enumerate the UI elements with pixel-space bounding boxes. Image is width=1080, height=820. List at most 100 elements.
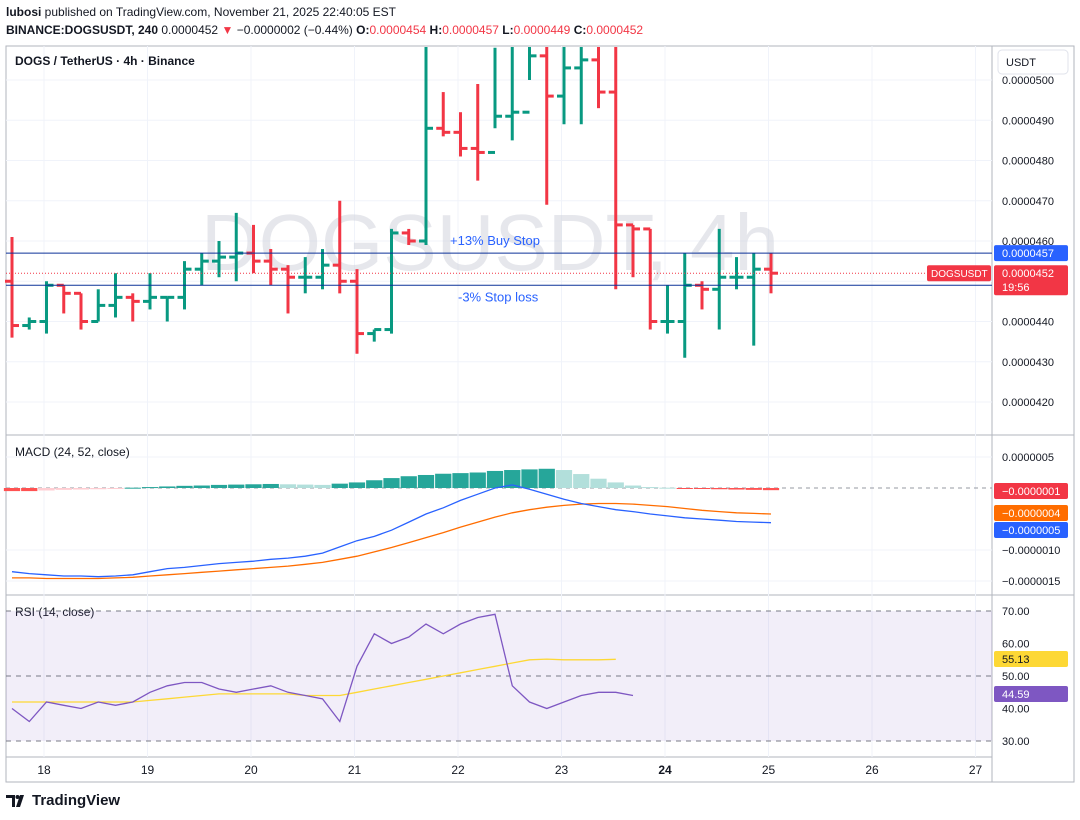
macd-histogram-bar xyxy=(38,488,55,491)
high-value: 0.0000457 xyxy=(442,23,499,37)
macd-histogram-bar xyxy=(176,485,193,488)
macd-line xyxy=(11,484,772,578)
macd-histogram-bar xyxy=(159,486,176,488)
macd-histogram-bar xyxy=(555,470,573,488)
y-tick-label: 0.0000430 xyxy=(1002,357,1054,369)
macd-histogram-tag: −0.0000001 xyxy=(1002,486,1060,498)
macd-histogram-bar xyxy=(452,473,469,488)
y-tick-label: 30.00 xyxy=(1002,736,1030,748)
macd-histogram-bar xyxy=(72,488,90,490)
high-label: H: xyxy=(429,23,443,37)
macd-histogram-bar xyxy=(90,488,107,490)
price-level-tag: 0.0000457 xyxy=(1002,248,1054,260)
y-tick-label: 50.00 xyxy=(1002,671,1030,683)
last-price-tag-bg xyxy=(994,265,1068,296)
footer-text: TradingView xyxy=(32,792,121,809)
y-tick-label: 70.00 xyxy=(1002,606,1030,618)
macd-histogram-bar xyxy=(538,468,555,488)
macd-histogram-bar xyxy=(469,472,486,488)
close-value: 0.0000452 xyxy=(586,23,644,37)
y-tick-label: 0.0000490 xyxy=(1002,115,1054,127)
price-level-text: +13% Buy Stop xyxy=(450,233,540,248)
macd-histogram-bar xyxy=(417,474,435,488)
rsi-line xyxy=(11,613,634,723)
grid-lines xyxy=(6,46,992,757)
macd-histogram-bar xyxy=(745,488,762,490)
low-label: L: xyxy=(502,23,514,37)
macd-histogram-bar xyxy=(107,488,124,489)
macd-signal-tag-bg xyxy=(994,505,1068,521)
currency-button[interactable] xyxy=(997,49,1069,75)
macd-histogram-bar xyxy=(193,485,210,488)
open-value: 0.0000454 xyxy=(369,23,427,37)
close-label: C: xyxy=(573,23,587,37)
macd-histogram-bar xyxy=(331,483,348,488)
macd-histogram-bar xyxy=(55,488,72,490)
symbol-label: BINANCE:DOGSUSDT, 240 xyxy=(6,23,159,37)
y-tick-label: 0.0000500 xyxy=(1002,75,1054,87)
rsi-ma-tag: 55.13 xyxy=(1002,654,1030,666)
y-tick-label: 0.0000470 xyxy=(1002,196,1054,208)
macd-histogram-bar xyxy=(348,482,366,488)
macd-histogram-bar xyxy=(400,476,417,488)
macd-histogram-bar xyxy=(383,478,400,488)
last-price: 0.0000452 xyxy=(161,23,219,37)
macd-histogram-bar xyxy=(590,478,607,488)
y-tick-label: 0.0000005 xyxy=(1002,452,1054,464)
rsi-ma-line xyxy=(12,658,616,703)
rsi-ma-tag-bg xyxy=(994,651,1068,667)
tradingview-logo-icon xyxy=(6,795,24,808)
ohlc-header: BINANCE:DOGSUSDT, 240 0.0000452 ▼ −0.000… xyxy=(6,23,643,37)
symbol-tag: DOGSUSDT xyxy=(931,269,988,280)
symbol-tag-bg xyxy=(927,265,991,282)
macd-histogram-bar xyxy=(642,487,659,489)
macd-histogram-bar xyxy=(659,487,676,489)
low-value: 0.0000449 xyxy=(513,23,571,37)
macd-histogram-bar xyxy=(245,484,262,488)
macd-histogram-bar xyxy=(21,488,38,492)
currency-label: USDT xyxy=(1006,57,1036,69)
x-tick-label: 20 xyxy=(244,763,258,777)
price-change: −0.0000002 (−0.44%) xyxy=(236,23,353,37)
macd-histogram-bar xyxy=(3,488,21,492)
macd-histogram-bar xyxy=(728,488,745,490)
macd-histogram-bar xyxy=(711,488,728,490)
x-tick-label: 19 xyxy=(141,763,155,777)
macd-histogram-bar xyxy=(228,484,245,488)
x-tick-label: 18 xyxy=(37,763,51,777)
macd-value-tag-bg xyxy=(994,522,1068,538)
price-level-tag-bg xyxy=(994,245,1068,262)
y-tick-label: 0.0000420 xyxy=(1002,397,1054,409)
y-tick-label: 0.0000480 xyxy=(1002,156,1054,168)
down-arrow-icon: ▼ xyxy=(221,23,234,37)
y-tick-label: 60.00 xyxy=(1002,639,1030,651)
x-tick-label: 23 xyxy=(555,763,569,777)
pane-title-main: DOGS / TetherUS · 4h · Binance xyxy=(15,54,195,68)
y-tick-label: −0.0000015 xyxy=(1002,576,1060,588)
macd-histogram-bar xyxy=(624,485,642,488)
publish-text: published on TradingView.com, November 2… xyxy=(41,5,397,19)
x-tick-label: 22 xyxy=(451,763,465,777)
macd-histogram-bar xyxy=(521,469,538,488)
macd-histogram-bar xyxy=(693,488,711,489)
x-tick-label: 21 xyxy=(348,763,362,777)
macd-histogram-bar xyxy=(297,484,314,488)
x-tick-label: 27 xyxy=(969,763,983,777)
pane-title-macd: MACD (24, 52, close) xyxy=(15,445,130,459)
author[interactable]: lubosi xyxy=(6,5,42,19)
macd-histogram-bar xyxy=(676,488,693,489)
macd-histogram-bar xyxy=(210,484,228,488)
macd-histogram-bar xyxy=(435,473,452,488)
y-tick-label: 0.0000440 xyxy=(1002,317,1054,329)
countdown-label: 19:56 xyxy=(1002,282,1030,294)
y-tick-label: 40.00 xyxy=(1002,704,1030,716)
rsi-value-tag: 44.59 xyxy=(1002,689,1030,701)
chart-frame xyxy=(5,45,1075,783)
macd-histogram-bar xyxy=(607,482,624,488)
macd-histogram-bar xyxy=(762,488,780,491)
footer-brand[interactable]: TradingView xyxy=(6,792,120,809)
macd-histogram-bar xyxy=(314,484,331,488)
macd-histogram-bar xyxy=(262,483,279,488)
y-tick-label: 0.0000460 xyxy=(1002,236,1054,248)
